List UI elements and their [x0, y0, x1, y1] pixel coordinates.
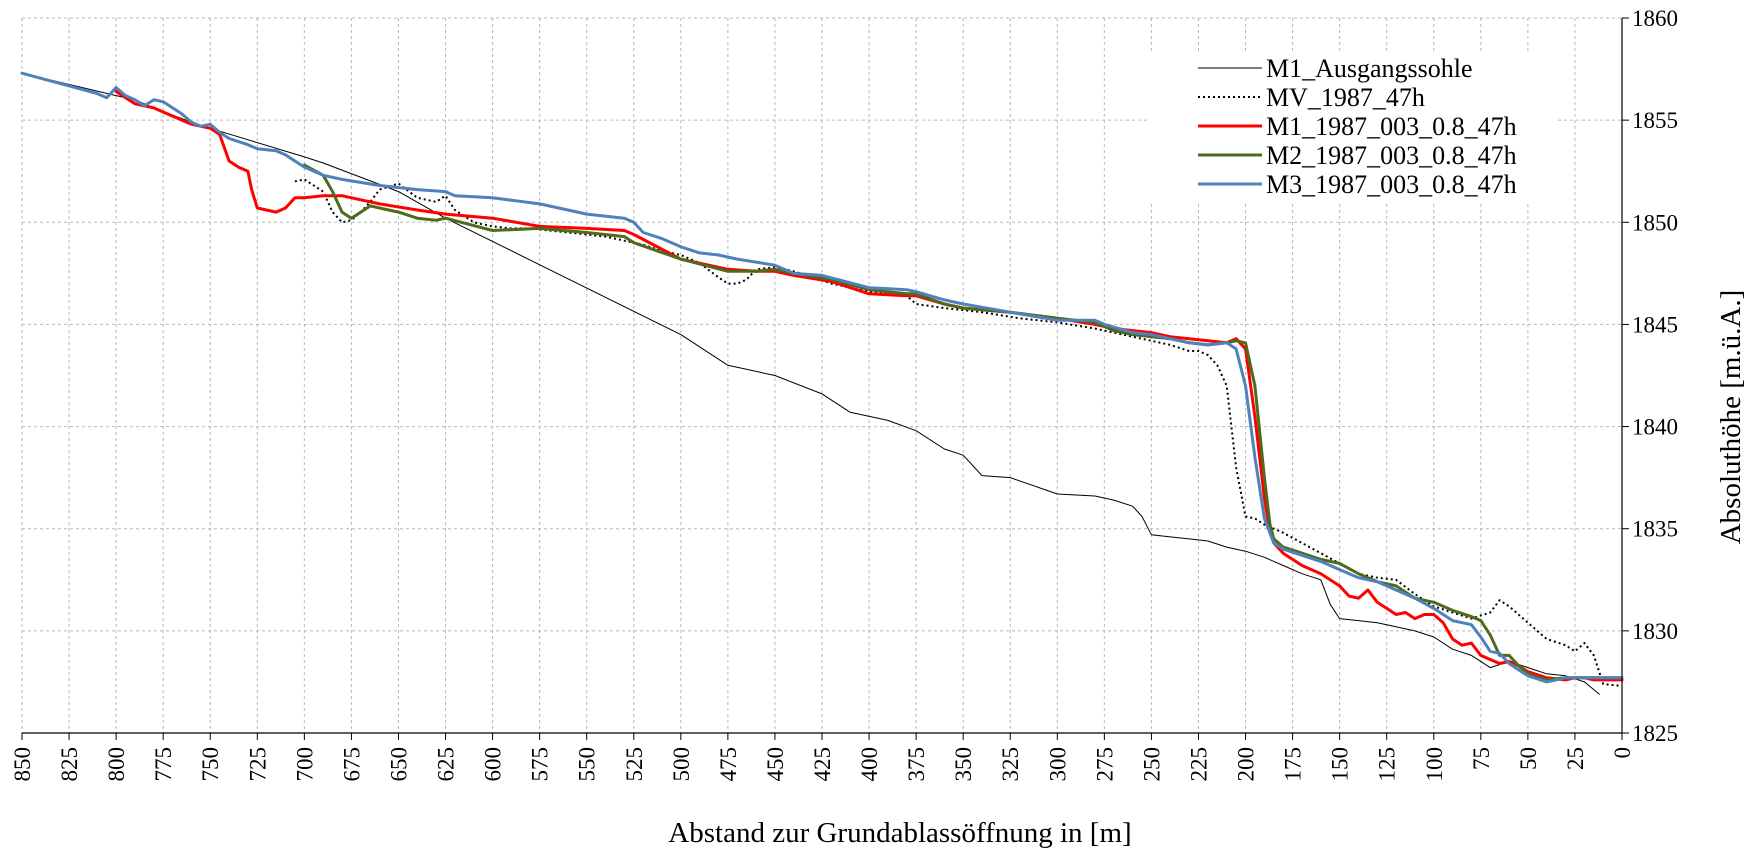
x-tick-label: 175 [1281, 747, 1306, 782]
x-tick-label: 350 [951, 747, 976, 782]
x-axis-title: Abstand zur Grundablassöffnung in [m] [668, 817, 1131, 849]
grid [21, 17, 1623, 734]
x-tick-label: 225 [1186, 747, 1211, 782]
series-line-3 [114, 90, 1624, 682]
x-tick-label: 125 [1375, 747, 1400, 782]
x-tick-label: 825 [57, 747, 82, 782]
y-tick-label: 1855 [1632, 108, 1678, 133]
legend-label-3: M1_1987_003_0.8_47h [1266, 112, 1517, 141]
x-tick-label: 625 [434, 747, 459, 782]
legend: M1_AusgangssohleMV_1987_47hM1_1987_003_0… [1148, 52, 1556, 204]
x-tick-label: 700 [292, 747, 317, 782]
y-tick-label: 1845 [1632, 312, 1678, 337]
x-tick-label: 50 [1516, 747, 1541, 770]
x-tick-label: 0 [1610, 747, 1635, 759]
x-tick-label: 300 [1045, 747, 1070, 782]
legend-label-5: M3_1987_003_0.8_47h [1266, 170, 1517, 199]
x-tick-label: 375 [904, 747, 929, 782]
series-layer [20, 71, 1624, 695]
x-tick-label: 500 [669, 747, 694, 782]
x-tick-label: 400 [857, 747, 882, 782]
x-tick-label: 100 [1422, 747, 1447, 782]
x-tick-label: 850 [10, 747, 35, 782]
x-tick-label: 750 [198, 747, 223, 782]
x-tick-label: 250 [1139, 747, 1164, 782]
y-axis-title: Absoluthöhe [m.ü.A.] [1715, 290, 1747, 545]
y-tick-label: 1850 [1632, 210, 1678, 235]
series-line-5 [20, 71, 1624, 684]
x-tick-label: 200 [1234, 747, 1259, 782]
y-tick-label: 1825 [1632, 721, 1678, 746]
x-tick-label: 475 [716, 747, 741, 782]
x-tick-label: 75 [1469, 747, 1494, 770]
legend-box [1148, 52, 1556, 204]
x-tick-label: 275 [1092, 747, 1117, 782]
x-tick-label: 25 [1563, 747, 1588, 770]
x-tick-label: 325 [998, 747, 1023, 782]
x-tick-label: 675 [339, 747, 364, 782]
series-line-1 [21, 72, 1600, 695]
x-tick-label: 600 [481, 747, 506, 782]
x-tick-labels: 850 825 800 775 750 725 700 675 650 625 600 575 550 5… [10, 747, 1635, 782]
legend-label-2: MV_1987_47h [1266, 83, 1425, 112]
legend-label-4: M2_1987_003_0.8_47h [1266, 141, 1517, 170]
y-tick-label: 1840 [1632, 415, 1678, 440]
x-tick-label: 650 [386, 747, 411, 782]
x-tick-label: 450 [763, 747, 788, 782]
x-tick-label: 425 [810, 747, 835, 782]
y-tick-label: 1830 [1632, 619, 1678, 644]
y-tick-labels: 1825 1830 1835 1840 1845 1850 1855 1860 [1632, 6, 1678, 746]
x-tick-label: 550 [575, 747, 600, 782]
x-tick-label: 150 [1328, 747, 1353, 782]
x-tick-label: 725 [245, 747, 270, 782]
legend-label-1: M1_Ausgangssohle [1266, 54, 1473, 83]
y-tick-label: 1860 [1632, 6, 1678, 31]
x-tick-label: 525 [622, 747, 647, 782]
y-tick-label: 1835 [1632, 517, 1678, 542]
x-tick-label: 800 [104, 747, 129, 782]
axes [21, 17, 1629, 740]
x-tick-label: 575 [528, 747, 553, 782]
x-tick-label: 775 [151, 747, 176, 782]
